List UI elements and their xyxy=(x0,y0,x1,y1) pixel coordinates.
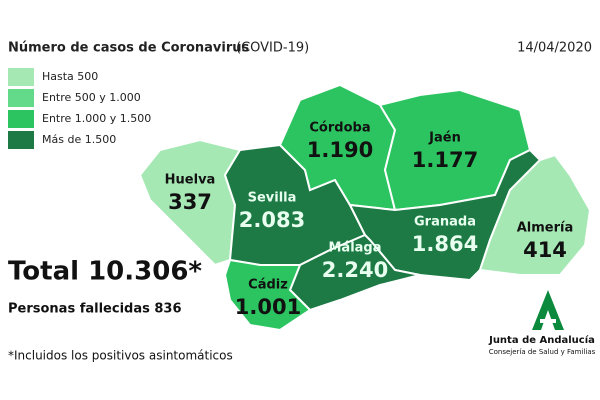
legend-label: Entre 1.000 y 1.500 xyxy=(42,112,151,125)
legend-label: Hasta 500 xyxy=(42,70,98,83)
legend-swatch xyxy=(8,110,34,128)
title: Número de casos de Coronavirus xyxy=(8,41,250,56)
province-name: Sevilla xyxy=(248,191,297,206)
provinces: Huelva 337 Sevilla 2.083 Córdoba 1.190 Jaén 1.1… xyxy=(138,83,592,332)
legend-swatch xyxy=(8,68,34,86)
legend-swatch xyxy=(8,131,34,149)
province-value: 1.177 xyxy=(412,148,478,172)
province-name: Jaén xyxy=(428,131,461,146)
province-name: Málaga xyxy=(328,241,381,256)
province-name: Huelva xyxy=(165,173,216,188)
province-name: Almería xyxy=(517,221,574,236)
province-value: 1.190 xyxy=(307,138,373,162)
province-value: 1.001 xyxy=(235,295,301,319)
logo-mark xyxy=(532,290,564,330)
province-value: 414 xyxy=(523,238,567,262)
province xyxy=(478,153,592,276)
logo: Junta de Andalucía Consejería de Salud y… xyxy=(488,290,596,356)
subtitle: (COVID-19) xyxy=(236,41,309,56)
deaths: Personas fallecidas 836 xyxy=(8,302,182,317)
logo-bar xyxy=(540,319,556,323)
date: 14/04/2020 xyxy=(517,41,592,56)
province-value: 1.864 xyxy=(412,232,478,256)
province-name: Granada xyxy=(414,215,476,230)
footnote: *Incluidos los positivos asintomáticos xyxy=(8,349,233,363)
province-value: 337 xyxy=(168,190,212,214)
legend-swatch xyxy=(8,89,34,107)
province-value: 2.083 xyxy=(239,208,305,232)
province-name: Cádiz xyxy=(248,278,288,293)
province-value: 2.240 xyxy=(322,258,388,282)
total: Total 10.306* xyxy=(8,257,202,287)
legend-label: Entre 500 y 1.000 xyxy=(42,91,141,104)
legend: Hasta 500 Entre 500 y 1.000 Entre 1.000 y … xyxy=(8,68,151,149)
province xyxy=(223,258,312,332)
province-name: Córdoba xyxy=(309,121,370,136)
logo-subtitle: Consejería de Salud y Familias xyxy=(489,348,596,356)
legend-label: Más de 1.500 xyxy=(42,133,116,146)
logo-name: Junta de Andalucía xyxy=(488,334,595,346)
